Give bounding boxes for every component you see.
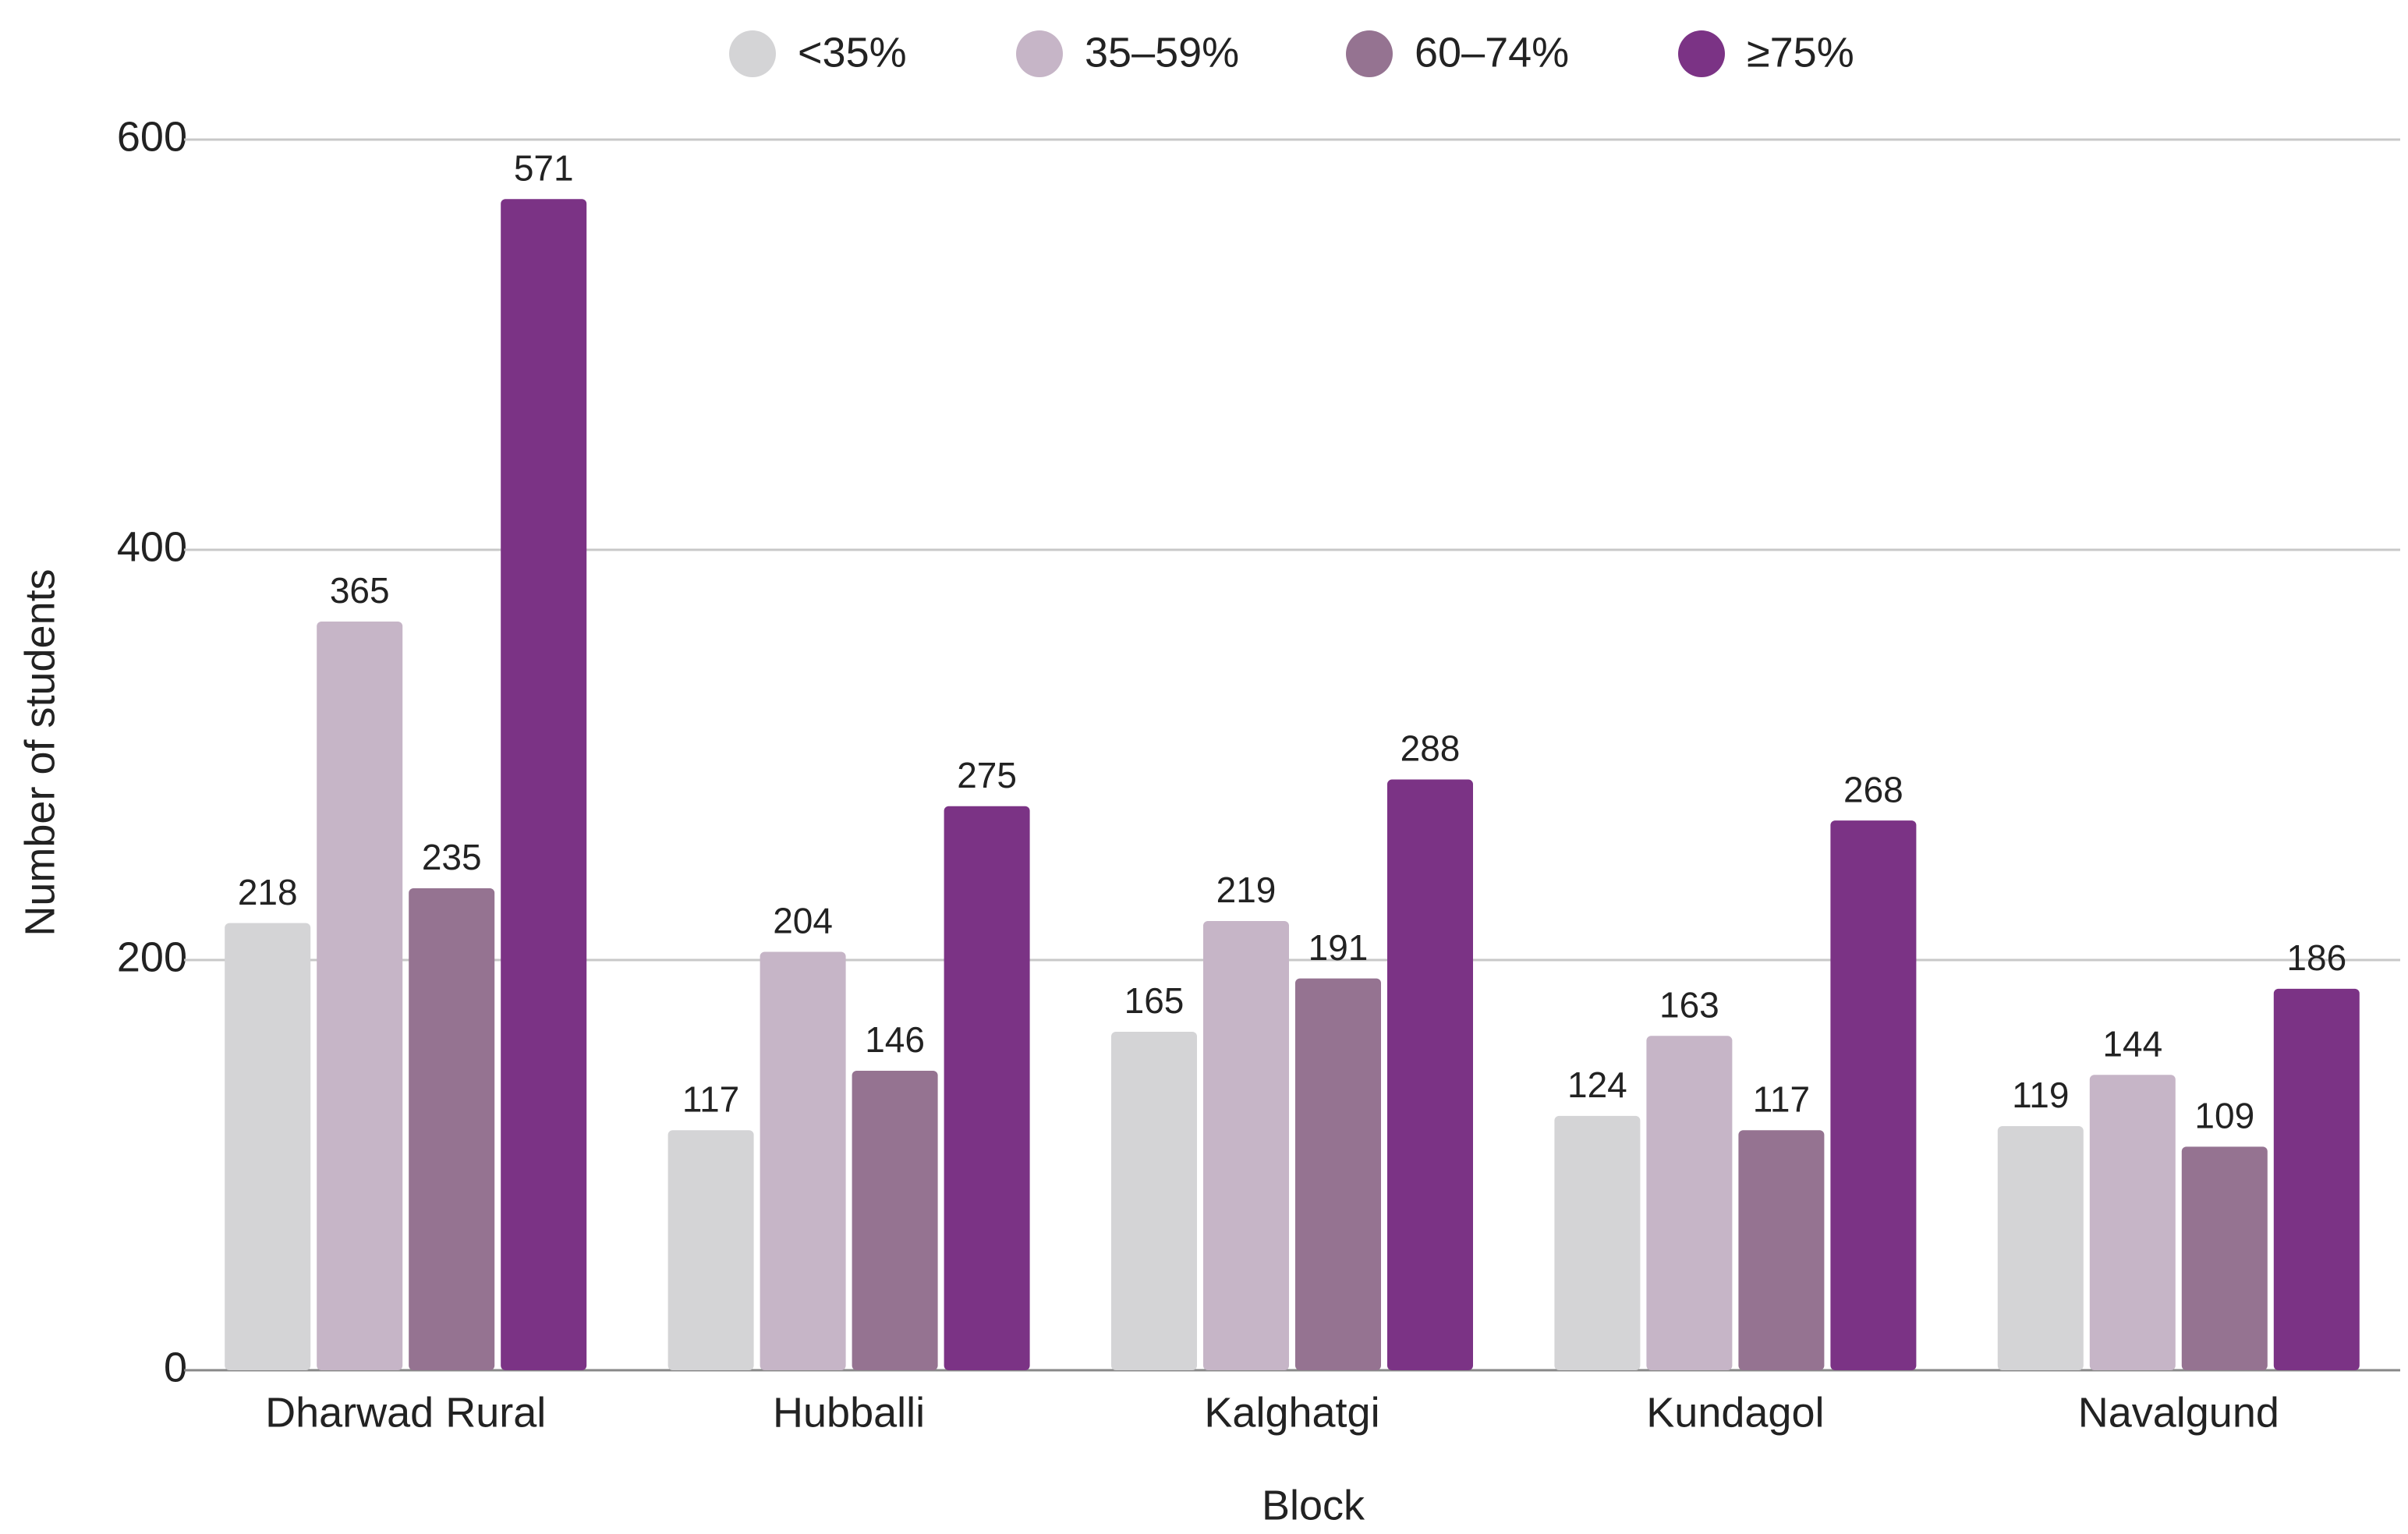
bar [668,1130,754,1370]
bar [2181,1146,2268,1370]
legend-label: 60–74% [1415,29,1569,76]
bar [409,887,495,1370]
data-label: 571 [514,147,574,188]
x-tick-label: Kundagol [1646,1389,1824,1436]
legend-marker [1016,30,1063,77]
bar [944,806,1030,1370]
data-label: 204 [773,901,833,941]
legend-label: 35–59% [1085,29,1239,76]
data-label: 109 [2194,1095,2254,1135]
y-axis-title: Number of students [16,569,63,936]
y-tick-label: 400 [117,523,187,570]
bar [1646,1036,1733,1370]
x-tick-label: Kalghatgi [1204,1389,1379,1436]
legend-label: ≥75% [1747,29,1854,76]
bar [1111,1032,1197,1370]
bar [225,923,311,1370]
bar [1738,1130,1825,1370]
y-tick-label: 600 [117,113,187,160]
bar [1295,978,1381,1370]
bar [501,199,587,1370]
data-label: 219 [1216,870,1277,910]
data-label: 288 [1401,728,1461,769]
data-label: 365 [330,570,390,611]
y-tick-label: 0 [164,1344,187,1391]
data-label: 124 [1567,1065,1627,1105]
x-axis-title: Block [1262,1482,1365,1529]
data-label: 186 [2286,937,2346,978]
bar [317,622,403,1370]
bar [760,951,846,1370]
bar [2089,1075,2176,1370]
bar [1997,1126,2084,1370]
x-tick-label: Dharwad Rural [265,1389,546,1436]
bar [1554,1115,1641,1370]
data-label: 144 [2102,1023,2162,1064]
bar [852,1071,938,1370]
bar [1830,820,1917,1370]
bar [1203,921,1289,1370]
bar [2273,988,2360,1370]
data-label: 235 [422,837,482,877]
data-label: 146 [865,1019,925,1060]
x-tick-label: Navalgund [2078,1389,2279,1436]
data-label: 268 [1843,769,1903,810]
data-label: 117 [1753,1079,1810,1119]
y-tick-label: 200 [117,934,187,980]
data-label: 275 [957,755,1017,795]
x-tick-label: Hubballi [773,1389,925,1436]
legend-marker [1346,30,1393,77]
legend-marker [729,30,776,77]
legend-marker [1678,30,1725,77]
data-label: 119 [2012,1075,2069,1115]
data-label: 163 [1659,984,1719,1025]
data-label: 191 [1308,927,1369,968]
bar [1387,779,1473,1370]
data-label: 165 [1124,980,1185,1021]
legend-label: <35% [798,29,907,76]
data-label: 218 [238,872,298,912]
data-label: 117 [682,1079,739,1119]
